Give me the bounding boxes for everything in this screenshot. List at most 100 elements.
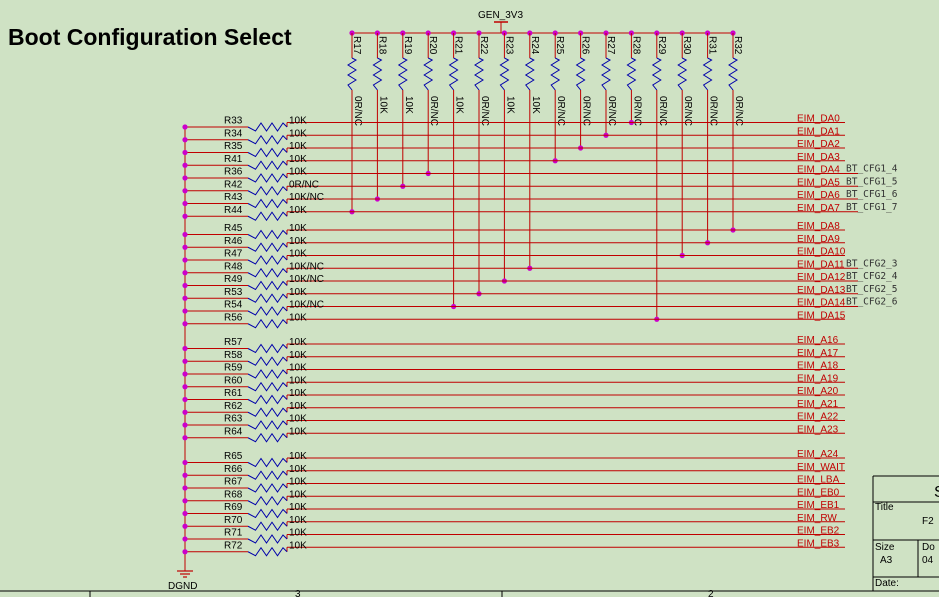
top-resistor-ref: R21 bbox=[453, 36, 464, 55]
sheet-frame bbox=[0, 590, 939, 597]
junction-dot bbox=[182, 345, 188, 352]
resistor-value: 10K bbox=[289, 502, 307, 513]
resistor-zigzag bbox=[550, 57, 561, 91]
top-resistor-value: 10K bbox=[454, 96, 465, 114]
resistor-ref: R36 bbox=[224, 167, 243, 178]
resistor-row: R56 10K EIM_DA15 bbox=[182, 310, 846, 329]
resistor-row: R62 10K EIM_A21 bbox=[182, 399, 845, 418]
junction-dot bbox=[182, 384, 188, 390]
resistor-zigzag bbox=[247, 306, 288, 316]
junction-dot bbox=[182, 510, 188, 517]
resistor-zigzag bbox=[247, 521, 288, 532]
resistor-zigzag bbox=[247, 508, 288, 519]
top-resistor-value: 10K bbox=[530, 96, 541, 114]
resistor-zigzag bbox=[247, 229, 288, 240]
resistor-ref: R70 bbox=[224, 515, 243, 526]
ground-symbol: DGND bbox=[168, 566, 197, 592]
resistor-row: R34 10K EIM_DA1 bbox=[182, 126, 845, 145]
resistor-value: 10K/NC bbox=[289, 274, 324, 285]
resistor-row: R45 10K EIM_DA8 bbox=[182, 221, 845, 240]
resistor-ref: R57 bbox=[224, 337, 243, 348]
junction-dot bbox=[182, 244, 188, 250]
resistor-zigzag bbox=[474, 57, 485, 91]
top-resistor: R27 0R/NC bbox=[601, 33, 617, 138]
top-resistor: R20 0R/NC bbox=[423, 33, 439, 177]
title-block-doc-value: 04 bbox=[922, 555, 934, 566]
top-resistor-ref: R31 bbox=[707, 36, 718, 55]
top-resistor-value: 0R/NC bbox=[428, 96, 439, 126]
junction-dot bbox=[182, 396, 188, 403]
resistor-ref: R68 bbox=[224, 489, 243, 500]
resistor-value: 10K bbox=[289, 287, 307, 298]
resistor-ref: R71 bbox=[224, 528, 243, 539]
resistor-row: R69 10K EIM_EB1 bbox=[182, 500, 845, 519]
resistor-ref: R43 bbox=[224, 192, 243, 203]
resistor-value: 10K bbox=[289, 464, 307, 475]
resistor-row: R68 10K EIM_EB0 bbox=[182, 487, 845, 506]
title-block-doc-label: Do bbox=[922, 542, 935, 553]
top-resistor-ref: R25 bbox=[554, 36, 565, 55]
resistor-ref: R66 bbox=[224, 464, 243, 475]
title-block: S Title F2 Size A3 Do 04 Date: bbox=[872, 475, 939, 591]
top-resistor: R26 0R/NC bbox=[575, 33, 592, 151]
zone-label-2: 2 bbox=[708, 589, 714, 597]
resistor-value: 10K bbox=[289, 489, 307, 500]
resistor-zigzag bbox=[524, 57, 535, 91]
resistor-row: R72 10K EIM_EB3 bbox=[182, 538, 845, 557]
net-label: EIM_RW bbox=[797, 513, 837, 524]
net-label: EIM_LBA bbox=[797, 475, 840, 486]
junction-dot bbox=[182, 409, 188, 415]
resistor-ref: R62 bbox=[224, 401, 243, 412]
boot-config-label: BT_CFG2_3 bbox=[846, 258, 897, 269]
net-label: EIM_A19 bbox=[797, 373, 839, 384]
resistor-value: 10K bbox=[289, 350, 307, 361]
top-resistor-ref: R28 bbox=[630, 36, 641, 55]
resistor-row: R48 10K/NC EIM_DA11 BT_CFG2_3 bbox=[182, 258, 897, 278]
junction-dot bbox=[182, 270, 188, 276]
net-label: EIM_DA5 bbox=[797, 177, 840, 188]
resistor-ref: R60 bbox=[224, 375, 243, 386]
junction-dot bbox=[182, 358, 188, 364]
top-resistor: R30 0R/NC bbox=[677, 33, 693, 259]
resistor-zigzag bbox=[448, 57, 459, 91]
net-label: EIM_A17 bbox=[797, 348, 839, 359]
resistor-row: R59 10K EIM_A18 bbox=[182, 361, 845, 379]
top-resistor-ref: R29 bbox=[656, 36, 667, 55]
resistor-row: R67 10K EIM_LBA bbox=[182, 475, 845, 493]
resistor-value: 0R/NC bbox=[289, 179, 319, 190]
resistor-zigzag bbox=[247, 369, 288, 379]
title-block-size-value: A3 bbox=[880, 555, 893, 566]
resistor-row: R66 10K EIM_WAIT bbox=[182, 462, 845, 481]
net-label: EIM_DA13 bbox=[797, 285, 846, 296]
top-resistor-value: 0R/NC bbox=[733, 96, 744, 126]
net-label: EIM_A21 bbox=[797, 399, 839, 410]
resistor-value: 10K bbox=[289, 312, 307, 323]
top-resistor: R17 0R/NC bbox=[347, 33, 363, 215]
resistor-row: R43 10K/NC EIM_DA6 BT_CFG1_6 bbox=[182, 189, 898, 209]
resistor-value: 10K bbox=[289, 116, 307, 127]
top-resistor-ref: R19 bbox=[402, 36, 413, 55]
net-label: EIM_EB1 bbox=[797, 500, 840, 511]
junction-dot bbox=[182, 485, 188, 491]
top-resistor-ref: R27 bbox=[605, 36, 616, 55]
resistor-value: 10K bbox=[289, 528, 307, 539]
net-label: EIM_EB0 bbox=[797, 487, 840, 498]
resistor-ref: R45 bbox=[224, 223, 243, 234]
resistor-value: 10K/NC bbox=[289, 192, 324, 203]
page-title: Boot Configuration Select bbox=[8, 24, 292, 50]
resistor-ref: R34 bbox=[224, 128, 243, 139]
resistor-value: 10K bbox=[289, 154, 307, 165]
top-resistor-value: 0R/NC bbox=[708, 96, 719, 126]
resistor-ref: R58 bbox=[224, 350, 243, 361]
net-label: EIM_DA6 bbox=[797, 190, 840, 201]
resistor-ref: R61 bbox=[224, 388, 243, 399]
power-symbol: GEN_3V3 bbox=[478, 10, 523, 33]
junction-dot bbox=[182, 321, 188, 327]
resistor-value: 10K bbox=[289, 223, 307, 234]
resistor-ref: R41 bbox=[224, 154, 243, 165]
resistor-zigzag bbox=[247, 420, 288, 430]
net-label: EIM_DA11 bbox=[797, 259, 845, 270]
resistor-ref: R59 bbox=[224, 363, 243, 374]
junction-dot bbox=[182, 162, 188, 168]
